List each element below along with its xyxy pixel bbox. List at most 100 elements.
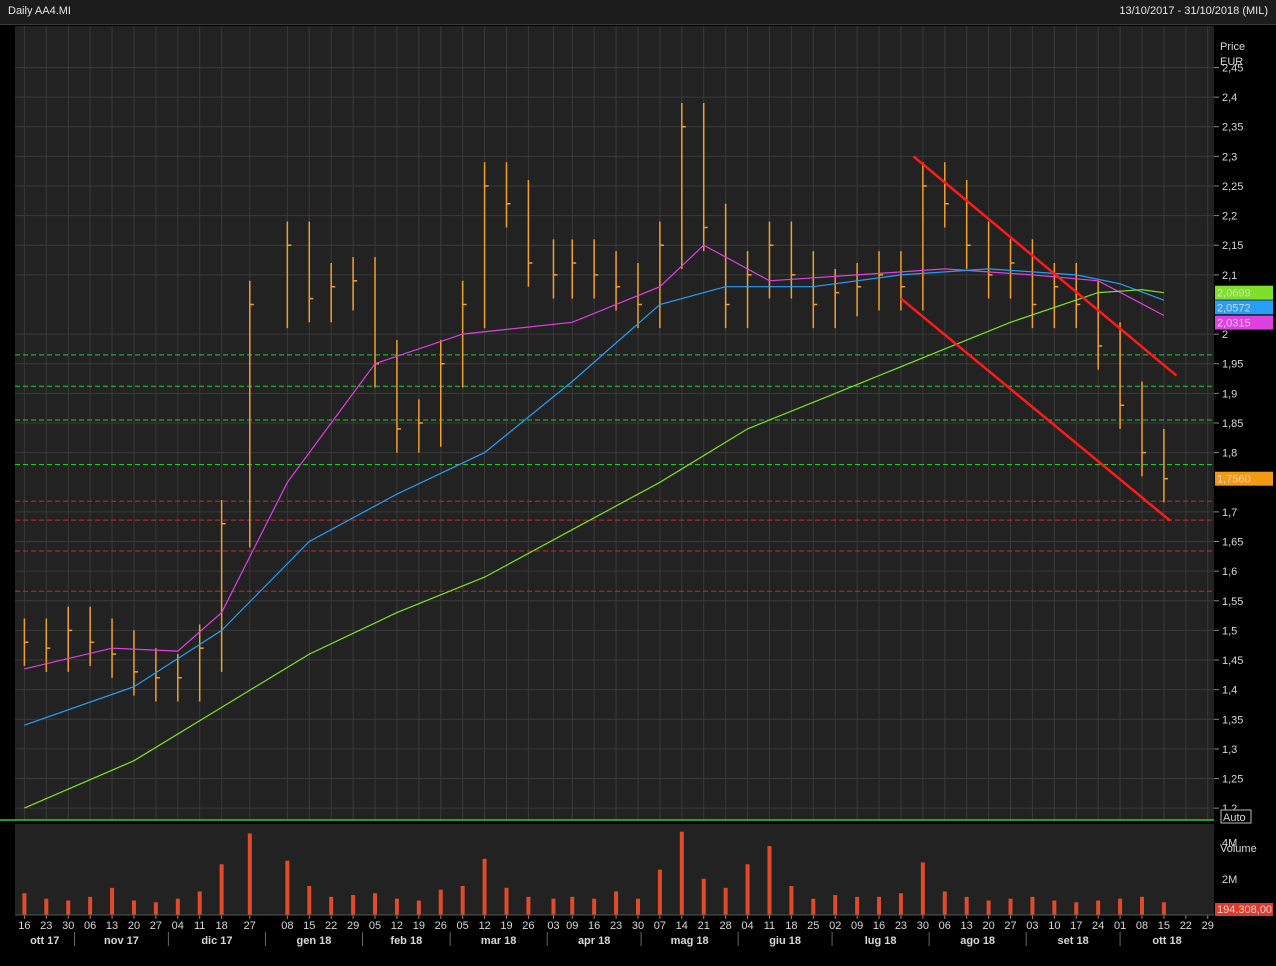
- day-tick-label: 12: [478, 920, 490, 932]
- ma_mid-line: [24, 268, 1165, 726]
- volume-bar: [723, 887, 728, 915]
- price-tick-label: 2,15: [1222, 240, 1243, 252]
- day-tick-label: 02: [829, 920, 841, 932]
- volume-bar: [657, 869, 662, 915]
- day-tick-label: 03: [547, 920, 559, 932]
- price-tick-label: 1,4: [1222, 685, 1237, 697]
- volume-bar: [1008, 898, 1013, 915]
- price-tick-label: 2,3: [1222, 151, 1237, 163]
- volume-bar: [1118, 898, 1123, 915]
- volume-bar: [110, 887, 115, 915]
- day-tick-label: 30: [917, 920, 929, 932]
- day-tick-label: 21: [698, 920, 710, 932]
- volume-bar: [175, 898, 180, 915]
- month-tick-label: ott 18: [1152, 935, 1181, 947]
- volume-bar: [394, 898, 399, 915]
- month-tick-label: giu 18: [769, 935, 801, 947]
- volume-bar: [1161, 902, 1166, 915]
- day-tick-label: 08: [281, 920, 293, 932]
- date-range-label: 13/10/2017 - 31/10/2018 (MIL): [1119, 5, 1268, 17]
- volume-bar: [551, 898, 556, 915]
- volume-bar: [701, 878, 706, 915]
- volume-bar: [920, 862, 925, 915]
- volume-bar: [855, 896, 860, 915]
- price-tick-label: 2,45: [1222, 62, 1243, 74]
- ma-short-value-tag-text: 2,0315: [1217, 318, 1251, 330]
- price-bars: [23, 103, 1168, 702]
- volume-bar: [1096, 900, 1101, 915]
- ma_short-line: [24, 244, 1165, 670]
- volume-bar: [131, 900, 136, 915]
- price-tick-label: 1,35: [1222, 714, 1243, 726]
- month-tick-label: dic 17: [201, 935, 232, 947]
- month-tick-label: nov 17: [104, 935, 139, 947]
- day-tick-label: 11: [194, 920, 205, 932]
- ma-mid-value-tag-text: 2,0572: [1217, 302, 1251, 314]
- volume-bar: [635, 898, 640, 915]
- price-tick-label: 2,35: [1222, 122, 1243, 134]
- day-tick-label: 28: [720, 920, 732, 932]
- price-tick-label: 1,9: [1222, 388, 1237, 400]
- day-tick-label: 16: [873, 920, 885, 932]
- volume-bar: [153, 902, 158, 915]
- day-tick-label: 27: [1004, 920, 1016, 932]
- volume-bar: [942, 891, 947, 915]
- month-tick-label: set 18: [1058, 935, 1089, 947]
- volume-bar: [964, 896, 969, 915]
- day-tick-label: 27: [244, 920, 256, 932]
- price-tick-label: 1,8: [1222, 448, 1237, 460]
- volume-bar: [197, 891, 202, 915]
- price-tick-label: 1,3: [1222, 744, 1237, 756]
- ma-short-value-tag: [1215, 315, 1273, 330]
- day-tick-label: 22: [325, 920, 337, 932]
- month-tick-label: mar 18: [481, 935, 516, 947]
- auto-scale-label: Auto: [1223, 812, 1246, 824]
- month-tick-label: apr 18: [578, 935, 610, 947]
- price-tick-label: 2,25: [1222, 181, 1243, 193]
- volume-bar: [877, 896, 882, 915]
- month-tick-label: ago 18: [960, 935, 995, 947]
- price-axis-title: Price: [1220, 41, 1245, 53]
- day-tick-label: 17: [1070, 920, 1082, 932]
- day-tick-label: 18: [215, 920, 227, 932]
- day-tick-label: 23: [895, 920, 907, 932]
- volume-bar: [22, 893, 27, 915]
- auto-scale-button[interactable]: [1220, 809, 1252, 824]
- price-axis: 2,45 2,4 2,35 2,3 2,25 2,2 2,15 2,1 2 1,95 1,9 1,85…: [1214, 62, 1243, 815]
- day-tick-label: 05: [457, 920, 469, 932]
- channel-line: [912, 155, 1178, 377]
- day-tick-label: 30: [632, 920, 644, 932]
- last-price-tag: [1215, 471, 1273, 486]
- price-tick-label: 2,1: [1222, 270, 1237, 282]
- day-tick-label: 23: [40, 920, 52, 932]
- price-tick-label: 1,5: [1222, 625, 1237, 637]
- month-tick-label: lug 18: [865, 935, 897, 947]
- day-tick-label: 13: [961, 920, 973, 932]
- day-tick-label: 05: [369, 920, 381, 932]
- volume-bar: [789, 886, 794, 915]
- day-tick-label: 09: [851, 920, 863, 932]
- day-tick-label: 04: [741, 920, 753, 932]
- price-tick-label: 1,45: [1222, 655, 1243, 667]
- price-tick-label: 1,7: [1222, 507, 1237, 519]
- time-axis: 16 23 30 06 13 20 27 04 11 18 27 08 15 22 29 05 12 19 26 05…: [15, 914, 1214, 947]
- volume-bar: [1052, 900, 1057, 915]
- volume-bar: [351, 895, 356, 915]
- volume-bar: [526, 896, 531, 915]
- ma-long-value-tag-text: 2,0699: [1217, 288, 1251, 300]
- price-tick-label: 1,85: [1222, 418, 1243, 430]
- day-tick-label: 15: [303, 920, 315, 932]
- day-tick-label: 13: [106, 920, 118, 932]
- day-tick-label: 10: [1048, 920, 1060, 932]
- channel-line: [900, 297, 1171, 522]
- day-tick-label: 30: [62, 920, 74, 932]
- volume-bar: [614, 891, 619, 915]
- day-tick-label: 29: [1202, 920, 1214, 932]
- month-tick-label: feb 18: [390, 935, 422, 947]
- volume-last-tag-text: 194.308,00: [1217, 904, 1272, 916]
- ma-mid-value-tag: [1215, 300, 1273, 315]
- volume-bar: [88, 896, 93, 915]
- volume-bar: [1139, 896, 1144, 915]
- day-tick-label: 23: [610, 920, 622, 932]
